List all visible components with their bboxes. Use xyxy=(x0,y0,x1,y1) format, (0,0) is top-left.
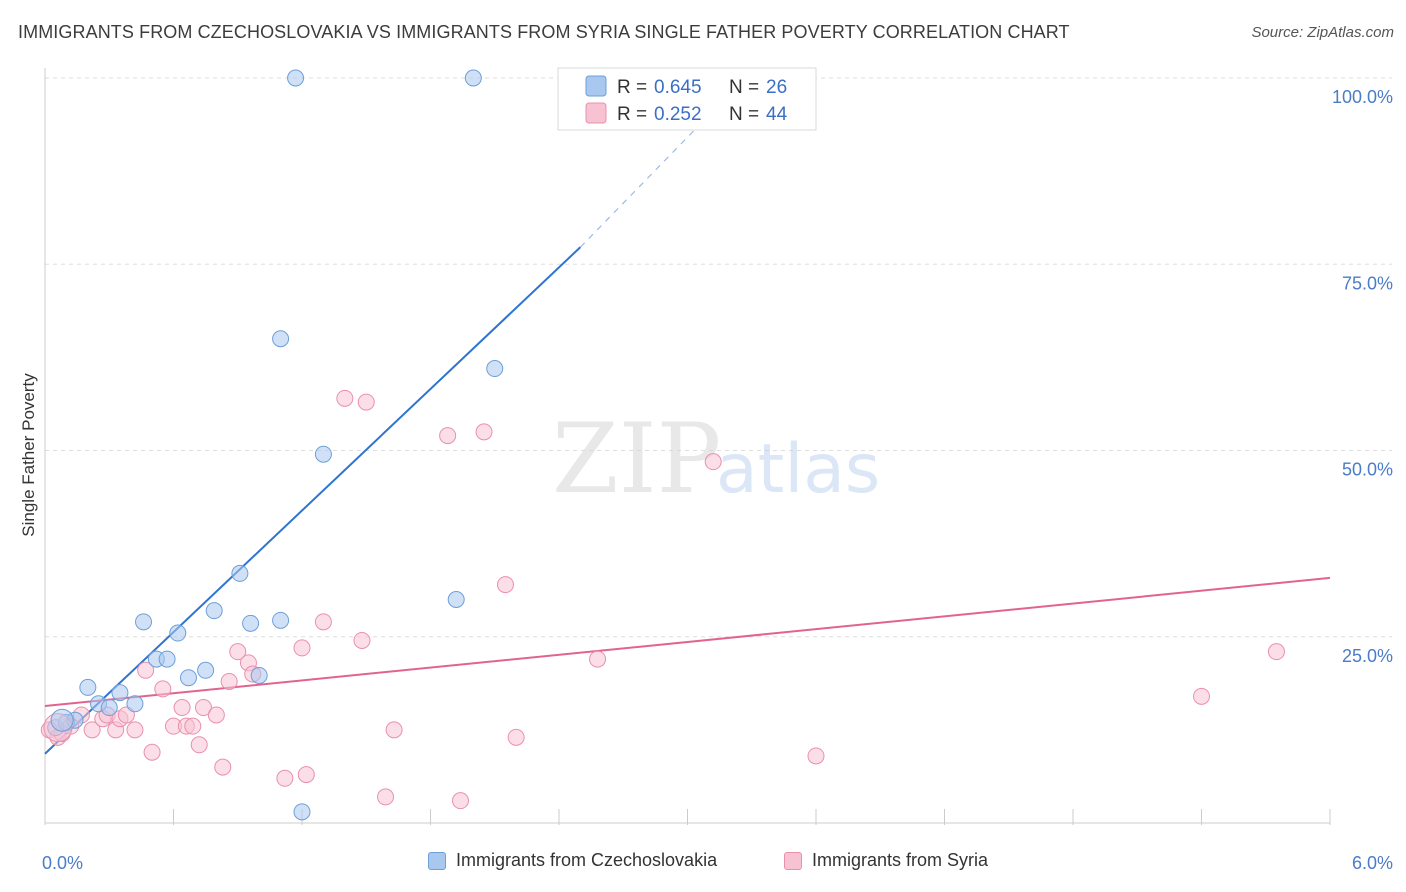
source-label: Source: ZipAtlas.com xyxy=(1251,24,1394,41)
point-czechoslovakia xyxy=(100,699,118,717)
point-syria xyxy=(190,736,208,754)
point-syria xyxy=(1193,687,1210,705)
legend-r-label-2: R = xyxy=(617,104,647,125)
point-syria xyxy=(589,650,607,668)
point-czechoslovakia xyxy=(158,650,176,668)
points-layer xyxy=(40,69,1285,821)
watermark-zip: ZIP xyxy=(552,403,721,515)
point-syria xyxy=(353,631,371,649)
point-syria xyxy=(126,721,144,739)
bottom-legend-item-syria: Immigrants from Syria xyxy=(784,850,988,871)
point-syria xyxy=(385,721,403,739)
watermark-atlas: atlas xyxy=(716,430,880,509)
point-syria xyxy=(143,743,161,761)
y-tick-label: 100.0% xyxy=(1332,87,1393,107)
point-czechoslovakia xyxy=(293,803,311,821)
point-syria xyxy=(214,758,232,776)
point-syria xyxy=(220,672,238,690)
point-syria xyxy=(276,769,294,787)
legend-n-value-1: 26 xyxy=(766,77,787,98)
legend-r-value-2: 0.252 xyxy=(654,104,702,125)
point-syria xyxy=(207,706,225,724)
point-syria xyxy=(451,792,469,810)
point-czechoslovakia xyxy=(250,666,268,684)
grid-layer xyxy=(45,77,1392,638)
trendline-syria xyxy=(44,576,1331,708)
point-syria xyxy=(314,613,332,631)
x-tick-label-end: 6.0% xyxy=(1352,853,1393,873)
bottom-legend-swatch-syria xyxy=(784,851,802,870)
point-syria xyxy=(194,699,212,717)
bottom-legend-swatch-czechoslovakia xyxy=(428,851,446,870)
point-czechoslovakia xyxy=(231,564,249,582)
axis-layer: 25.0% 50.0% 75.0% 100.0% 0.0% 6.0% xyxy=(42,68,1393,873)
point-syria xyxy=(117,706,135,724)
legend-r-value-1: 0.645 xyxy=(654,77,702,98)
point-czechoslovakia-cluster xyxy=(50,708,74,732)
point-czechoslovakia xyxy=(135,613,153,631)
trendline-czechoslovakia xyxy=(44,246,582,755)
point-syria xyxy=(293,639,311,657)
y-tick-label: 25.0% xyxy=(1342,646,1393,666)
bottom-legend-item-czechoslovakia: Immigrants from Czechoslovakia xyxy=(428,850,717,871)
point-czechoslovakia xyxy=(242,614,260,632)
point-syria xyxy=(377,788,395,806)
point-syria xyxy=(336,389,354,407)
legend-n-value-2: 44 xyxy=(766,104,788,125)
point-syria xyxy=(704,453,722,471)
point-czechoslovakia xyxy=(287,69,305,87)
watermark: ZIP atlas xyxy=(552,403,880,515)
bottom-legend-label-czechoslovakia: Immigrants from Czechoslovakia xyxy=(456,850,718,870)
y-tick-label: 50.0% xyxy=(1342,460,1393,480)
point-syria xyxy=(137,661,155,679)
point-czechoslovakia xyxy=(197,661,215,679)
point-czechoslovakia xyxy=(79,678,97,696)
point-syria xyxy=(173,699,191,717)
point-czechoslovakia xyxy=(486,360,504,378)
point-czechoslovakia xyxy=(447,591,465,608)
point-czechoslovakia xyxy=(272,330,290,348)
y-axis-label: Single Father Poverty xyxy=(19,373,38,537)
point-syria xyxy=(297,766,315,784)
point-czechoslovakia xyxy=(126,695,144,713)
trendline-czechoslovakia-extension xyxy=(579,114,710,248)
point-syria xyxy=(357,393,375,411)
legend-n-label-2: N = xyxy=(729,104,759,125)
legend-swatch-syria xyxy=(585,102,607,124)
chart-title: IMMIGRANTS FROM CZECHOSLOVAKIA VS IMMIGR… xyxy=(18,22,1070,42)
point-syria xyxy=(83,721,101,739)
legend-r-label-1: R = xyxy=(617,77,647,98)
point-syria xyxy=(229,643,247,661)
point-syria xyxy=(496,576,514,594)
point-czechoslovakia xyxy=(169,624,187,642)
point-syria xyxy=(807,747,825,765)
y-tick-label: 75.0% xyxy=(1342,273,1393,293)
point-czechoslovakia xyxy=(111,684,129,702)
top-legend: R = 0.645 N = 26 R = 0.252 N = 44 xyxy=(557,67,817,131)
trend-layer xyxy=(44,114,1331,755)
point-czechoslovakia xyxy=(272,611,290,629)
bottom-legend-label-syria: Immigrants from Syria xyxy=(812,850,989,870)
point-syria xyxy=(475,423,493,441)
point-czechoslovakia xyxy=(205,602,223,620)
point-czechoslovakia xyxy=(179,669,197,687)
point-syria xyxy=(184,717,202,735)
bottom-legend: Immigrants from Czechoslovakia Immigrant… xyxy=(0,850,1406,880)
legend-swatch-czechoslovakia xyxy=(585,75,607,97)
point-syria xyxy=(439,427,457,445)
legend-n-label-1: N = xyxy=(729,77,759,98)
point-czechoslovakia xyxy=(314,445,332,463)
point-syria xyxy=(507,728,525,746)
x-tick-label-start: 0.0% xyxy=(42,853,83,873)
point-czechoslovakia xyxy=(464,69,482,87)
point-syria xyxy=(154,680,172,698)
point-syria xyxy=(1267,643,1285,661)
